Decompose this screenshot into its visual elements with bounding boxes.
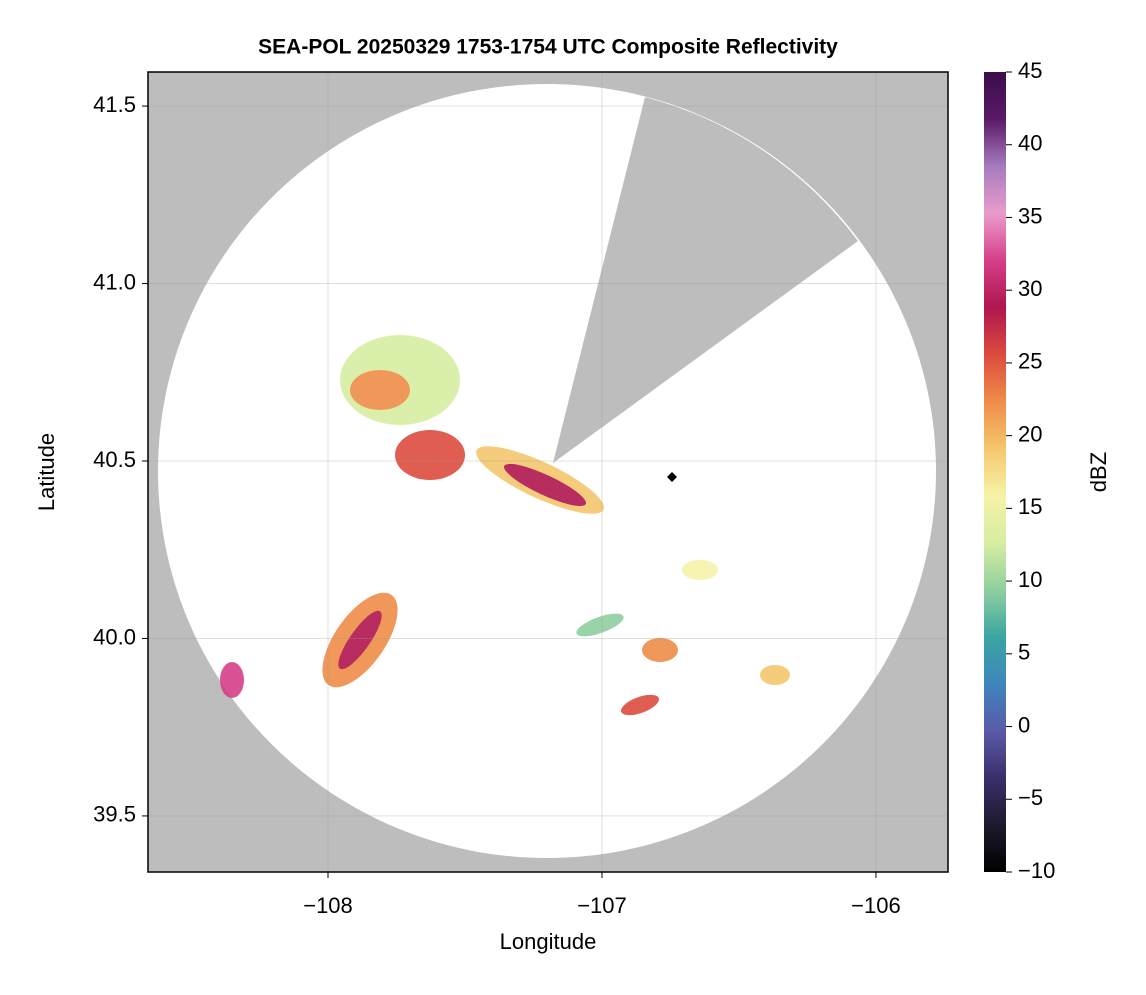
- x-tick-label: −106: [851, 893, 901, 918]
- colorbar-tick-label: 40: [1018, 131, 1042, 156]
- colorbar-tick-label: −5: [1018, 785, 1043, 810]
- grid: [148, 72, 948, 872]
- x-tick-label: −107: [577, 893, 627, 918]
- y-tick-label: 41.0: [93, 269, 136, 294]
- echo: [642, 638, 678, 662]
- colorbar-tick-label: −10: [1018, 858, 1055, 883]
- colorbar-tick-label: 10: [1018, 567, 1042, 592]
- colorbar-tick-label: 35: [1018, 203, 1042, 228]
- echo: [576, 613, 624, 637]
- radar-site: [667, 472, 677, 482]
- colorbar-tick-label: 5: [1018, 640, 1030, 665]
- echo: [503, 463, 587, 507]
- colorbar: [984, 72, 1006, 872]
- blocked-sector: [553, 97, 858, 463]
- x-tick-label: −108: [303, 893, 353, 918]
- echoes: [220, 335, 790, 716]
- echo: [220, 662, 244, 698]
- echo: [682, 560, 718, 580]
- colorbar-label: dBZ: [1086, 452, 1111, 492]
- colorbar-tick-label: 45: [1018, 58, 1042, 83]
- colorbar-tick-label: 15: [1018, 494, 1042, 519]
- y-axis-label: Latitude: [34, 433, 59, 511]
- colorbar-tick-label: 0: [1018, 712, 1030, 737]
- colorbar-tick-label: 25: [1018, 349, 1042, 374]
- y-tick-label: 40.0: [93, 624, 136, 649]
- radar-coverage: [158, 84, 936, 858]
- plot-frame: [147, 71, 949, 873]
- x-axis-label: Longitude: [500, 929, 597, 954]
- y-tick-label: 40.5: [93, 447, 136, 472]
- colorbar-tick-label: 20: [1018, 421, 1042, 446]
- colorbar-tick-label: 30: [1018, 276, 1042, 301]
- echo: [395, 430, 465, 480]
- echo: [350, 370, 410, 410]
- echo: [621, 694, 659, 716]
- y-tick-label: 41.5: [93, 92, 136, 117]
- chart-title: SEA-POL 20250329 1753-1754 UTC Composite…: [258, 36, 838, 59]
- echo: [760, 665, 790, 685]
- echo: [338, 610, 382, 670]
- y-tick-label: 39.5: [93, 802, 136, 827]
